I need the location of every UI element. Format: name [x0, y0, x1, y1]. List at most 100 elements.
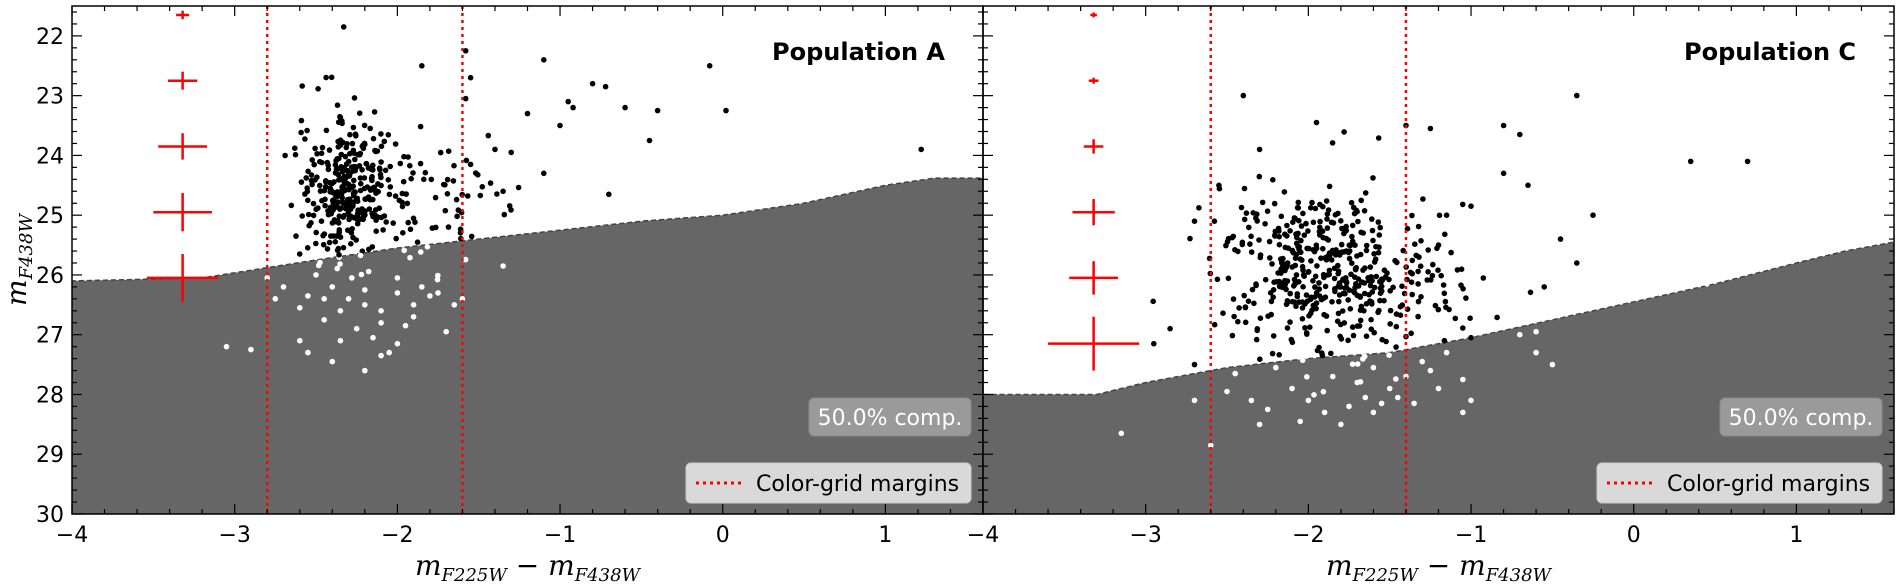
data-point	[1332, 288, 1338, 295]
data-point	[1278, 270, 1284, 276]
data-point	[1220, 310, 1226, 317]
data-point	[1150, 298, 1156, 305]
data-point	[1430, 261, 1436, 268]
data-point	[1335, 310, 1342, 317]
data-point	[1574, 260, 1580, 266]
data-point	[385, 177, 392, 183]
data-point	[1196, 205, 1202, 211]
data-point	[1278, 213, 1285, 220]
data-point	[1257, 254, 1264, 261]
data-point	[1339, 249, 1345, 255]
completeness-label: 50.0% comp.	[1729, 406, 1874, 431]
data-point	[350, 124, 357, 131]
data-point	[359, 143, 366, 150]
data-point	[373, 228, 380, 234]
data-point	[1257, 315, 1264, 322]
data-point	[1257, 356, 1263, 363]
faint-data-point	[1264, 406, 1271, 413]
data-point	[1435, 267, 1441, 274]
data-point	[445, 148, 452, 154]
y-tick-label: 23	[36, 85, 64, 110]
data-point	[541, 57, 547, 63]
error-bar	[1069, 261, 1119, 295]
data-point	[1311, 248, 1318, 255]
data-point	[1320, 271, 1327, 278]
faint-data-point	[1468, 397, 1474, 404]
faint-data-point	[329, 284, 336, 290]
data-point	[329, 203, 336, 210]
data-point	[1418, 238, 1424, 244]
data-point	[1349, 260, 1355, 267]
x-tick-label: −2	[1292, 523, 1324, 548]
y-tick-label: 30	[36, 503, 64, 528]
data-point	[1335, 210, 1341, 217]
data-point	[350, 234, 356, 241]
data-point	[1273, 279, 1280, 285]
data-point	[442, 182, 448, 188]
faint-data-point	[427, 293, 433, 299]
faint-data-point	[1411, 400, 1417, 407]
data-point	[1377, 290, 1384, 297]
data-point	[1369, 216, 1375, 222]
data-point	[1298, 237, 1304, 244]
data-point	[1307, 324, 1313, 331]
data-point	[1321, 311, 1327, 318]
data-point	[342, 153, 349, 160]
data-point	[1312, 284, 1318, 290]
data-point	[392, 141, 399, 147]
data-point	[334, 265, 341, 272]
data-point	[1289, 264, 1295, 270]
data-point	[1304, 374, 1310, 380]
data-point	[1236, 305, 1242, 311]
legend-box	[685, 462, 972, 504]
data-point	[1295, 230, 1301, 237]
data-point	[378, 131, 384, 137]
data-point	[363, 160, 370, 167]
data-point	[487, 180, 494, 186]
faint-data-point	[435, 290, 441, 296]
data-point	[403, 191, 410, 197]
data-point	[1468, 203, 1474, 209]
error-bar	[146, 254, 219, 302]
data-point	[1272, 233, 1278, 239]
error-bar	[1090, 12, 1097, 18]
data-point	[1282, 244, 1289, 251]
faint-data-point	[1460, 409, 1466, 416]
data-point	[1259, 199, 1266, 206]
data-point	[494, 191, 500, 197]
data-point	[1335, 268, 1342, 275]
data-point	[1440, 282, 1447, 288]
data-point	[1242, 319, 1249, 326]
data-point	[1349, 361, 1356, 368]
x-tick-label: 1	[1789, 523, 1803, 548]
data-point	[337, 234, 344, 240]
data-point	[1305, 268, 1312, 275]
chart-panel-2: Population C 50.0% comp. Color-grid margin…	[967, 5, 1895, 586]
data-point	[341, 212, 348, 219]
data-point	[386, 191, 393, 198]
faint-data-point	[1289, 385, 1295, 392]
data-point	[332, 218, 339, 225]
data-point	[485, 132, 492, 139]
faint-data-point	[386, 349, 393, 356]
data-point	[414, 239, 421, 245]
data-point	[417, 160, 424, 167]
data-point	[1214, 276, 1221, 283]
data-point	[1480, 275, 1487, 281]
data-point	[1324, 327, 1330, 334]
data-point	[1284, 298, 1291, 304]
data-point	[317, 158, 323, 165]
data-point	[1313, 290, 1320, 296]
data-point	[303, 175, 310, 181]
data-point	[1420, 196, 1426, 202]
x-tick-label: 1	[878, 523, 892, 548]
data-point	[1256, 146, 1263, 153]
data-point	[606, 191, 612, 198]
data-point	[318, 150, 325, 157]
data-point	[1341, 129, 1347, 135]
data-point	[1246, 224, 1252, 231]
faint-data-point	[1321, 409, 1328, 416]
y-axis-label: mF438W	[0, 213, 37, 306]
error-bar	[158, 133, 208, 160]
data-point	[455, 207, 462, 213]
